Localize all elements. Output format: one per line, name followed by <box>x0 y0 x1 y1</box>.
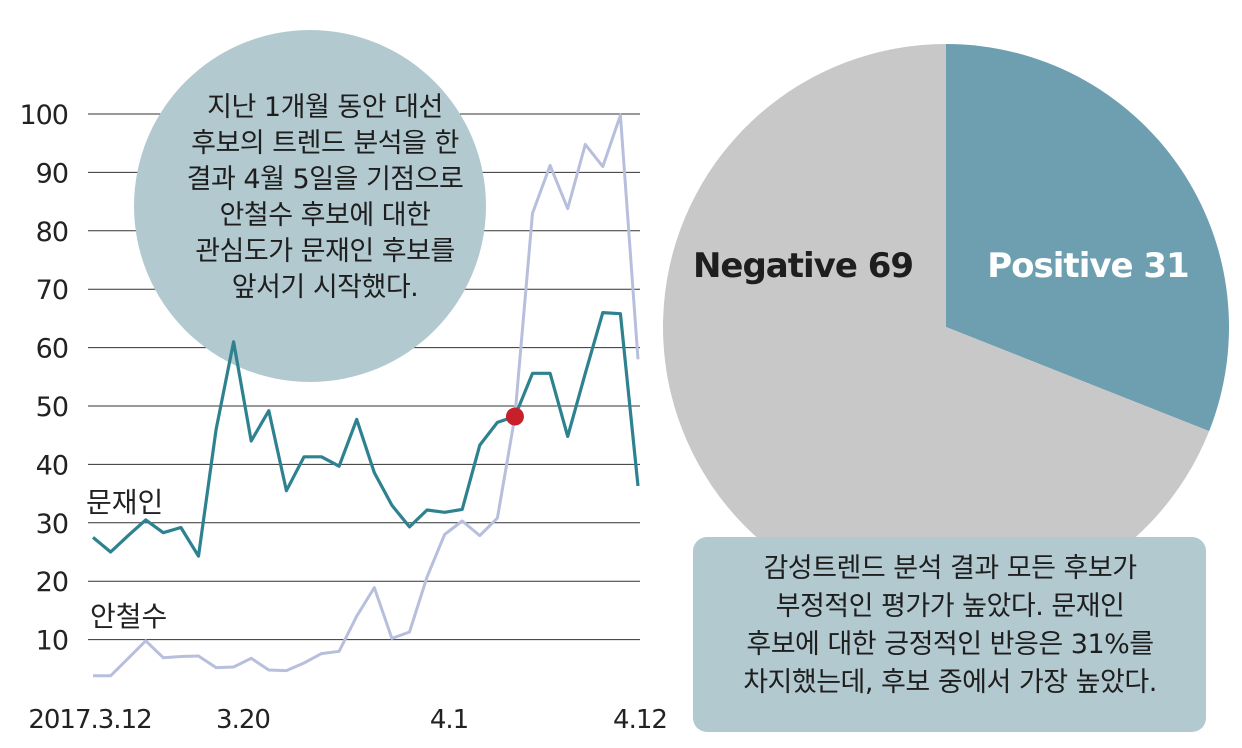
series-line-moon <box>91 311 640 558</box>
series-label: 문재인 <box>86 486 163 519</box>
line-chart <box>91 113 640 678</box>
summary-text: 감성트렌드 분석 결과 모든 후보가 부정적인 평가가 높았다. 문재인 후보에… <box>700 550 1200 702</box>
callout-text: 지난 1개월 동안 대선 후보의 트렌드 분석을 한 결과 4월 5일을 기점으… <box>150 90 500 306</box>
x-tick-label: 2017.3.12 <box>28 705 151 735</box>
summary-box-bg <box>693 537 1206 732</box>
y-tick-label: 70 <box>36 275 68 306</box>
callout-line: 앞서기 시작했다. <box>231 272 419 303</box>
y-tick-label: 20 <box>36 567 68 598</box>
callout-line: 안철수 후보에 대한 <box>219 200 431 231</box>
x-tick-label: 3.20 <box>216 705 270 735</box>
callout-bubble <box>134 30 486 382</box>
summary-line: 부정적인 평가가 높았다. 문재인 <box>775 591 1125 622</box>
callout-line: 지난 1개월 동안 대선 <box>207 92 443 123</box>
x-tick-label: 4.1 <box>430 705 468 735</box>
callout-line: 후보의 트렌드 분석을 한 <box>191 128 459 159</box>
pie-label-positive: Positive 31 <box>987 246 1188 286</box>
callout-line: 관심도가 문재인 후보를 <box>195 236 455 267</box>
y-tick-label: 100 <box>19 100 68 131</box>
summary-line: 후보에 대한 긍정적인 반응은 31%를 <box>746 629 1154 660</box>
series-line-ahn <box>93 113 640 678</box>
pie-slice-negative <box>662 44 1210 610</box>
summary-line: 감성트렌드 분석 결과 모든 후보가 <box>763 553 1137 584</box>
y-tick-label: 80 <box>36 217 68 248</box>
crossover-point <box>505 407 524 426</box>
y-tick-label: 90 <box>36 158 68 189</box>
x-tick-label: 4.12 <box>613 705 667 735</box>
y-tick-label: 60 <box>36 334 68 365</box>
callout-line: 결과 4월 5일을 기점으로 <box>186 164 464 195</box>
y-tick-label: 40 <box>36 450 68 481</box>
y-tick-label: 30 <box>36 509 68 540</box>
series-label: 안철수 <box>90 600 167 633</box>
pie-label-negative: Negative 69 <box>693 246 913 286</box>
pie-slice-positive <box>946 44 1229 432</box>
pie-chart: Positive 31 Negative 69 <box>662 44 1229 610</box>
y-tick-label: 50 <box>36 392 68 423</box>
y-tick-label: 10 <box>36 626 68 657</box>
summary-line: 차지했는데, 후보 중에서 가장 높았다. <box>743 667 1157 698</box>
